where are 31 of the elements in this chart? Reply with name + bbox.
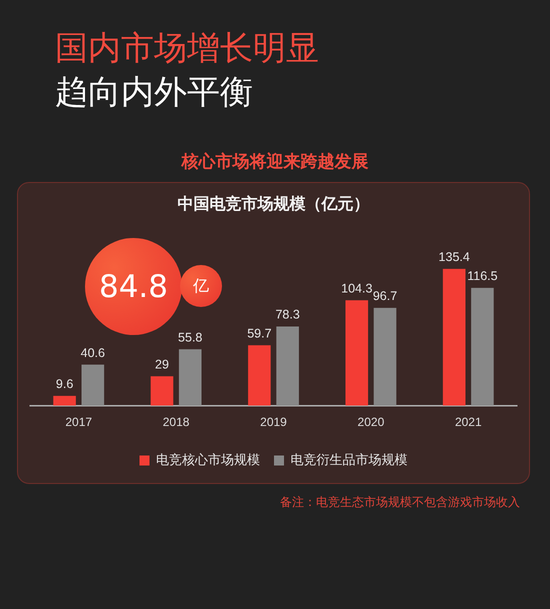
bar	[248, 345, 271, 406]
x-tick-label: 2019	[260, 415, 288, 430]
bar	[178, 349, 202, 406]
data-label: 116.5	[467, 269, 498, 284]
chart-subtitle: 核心市场将迎来跨越发展	[180, 151, 370, 173]
data-label: 9.6	[56, 377, 74, 392]
data-label: 135.4	[438, 250, 470, 264]
chart-title: 中国电竞市场规模（亿元）	[178, 194, 370, 213]
text: 备注：电竞生态市场规模不包含游戏市场收入	[280, 494, 520, 511]
x-tick-label: 2018	[162, 415, 190, 430]
bar	[345, 300, 368, 406]
legend-label: 电竞核心市场规模	[156, 452, 260, 468]
x-tick-label: 2020	[358, 415, 385, 430]
bar	[374, 308, 396, 406]
bar	[276, 326, 299, 406]
data-label: 104.3	[341, 281, 372, 296]
data-label: 59.7	[247, 326, 272, 341]
data-label: 96.7	[372, 289, 398, 304]
bar	[82, 364, 104, 406]
data-label: 78.3	[275, 308, 300, 322]
data-label: 29	[155, 358, 169, 372]
bar	[53, 396, 76, 406]
text: 趋向内外平衡	[55, 72, 253, 112]
data-label: 40.6	[80, 346, 106, 360]
bar	[150, 376, 174, 406]
x-tick-label: 2017	[65, 415, 92, 430]
bar	[442, 268, 466, 406]
x-tick-label: 2021	[454, 415, 482, 430]
text: 国内市场增长明显	[55, 28, 319, 68]
legend-label: 电竞衍生品市场规模	[290, 452, 408, 468]
bar	[471, 288, 494, 406]
